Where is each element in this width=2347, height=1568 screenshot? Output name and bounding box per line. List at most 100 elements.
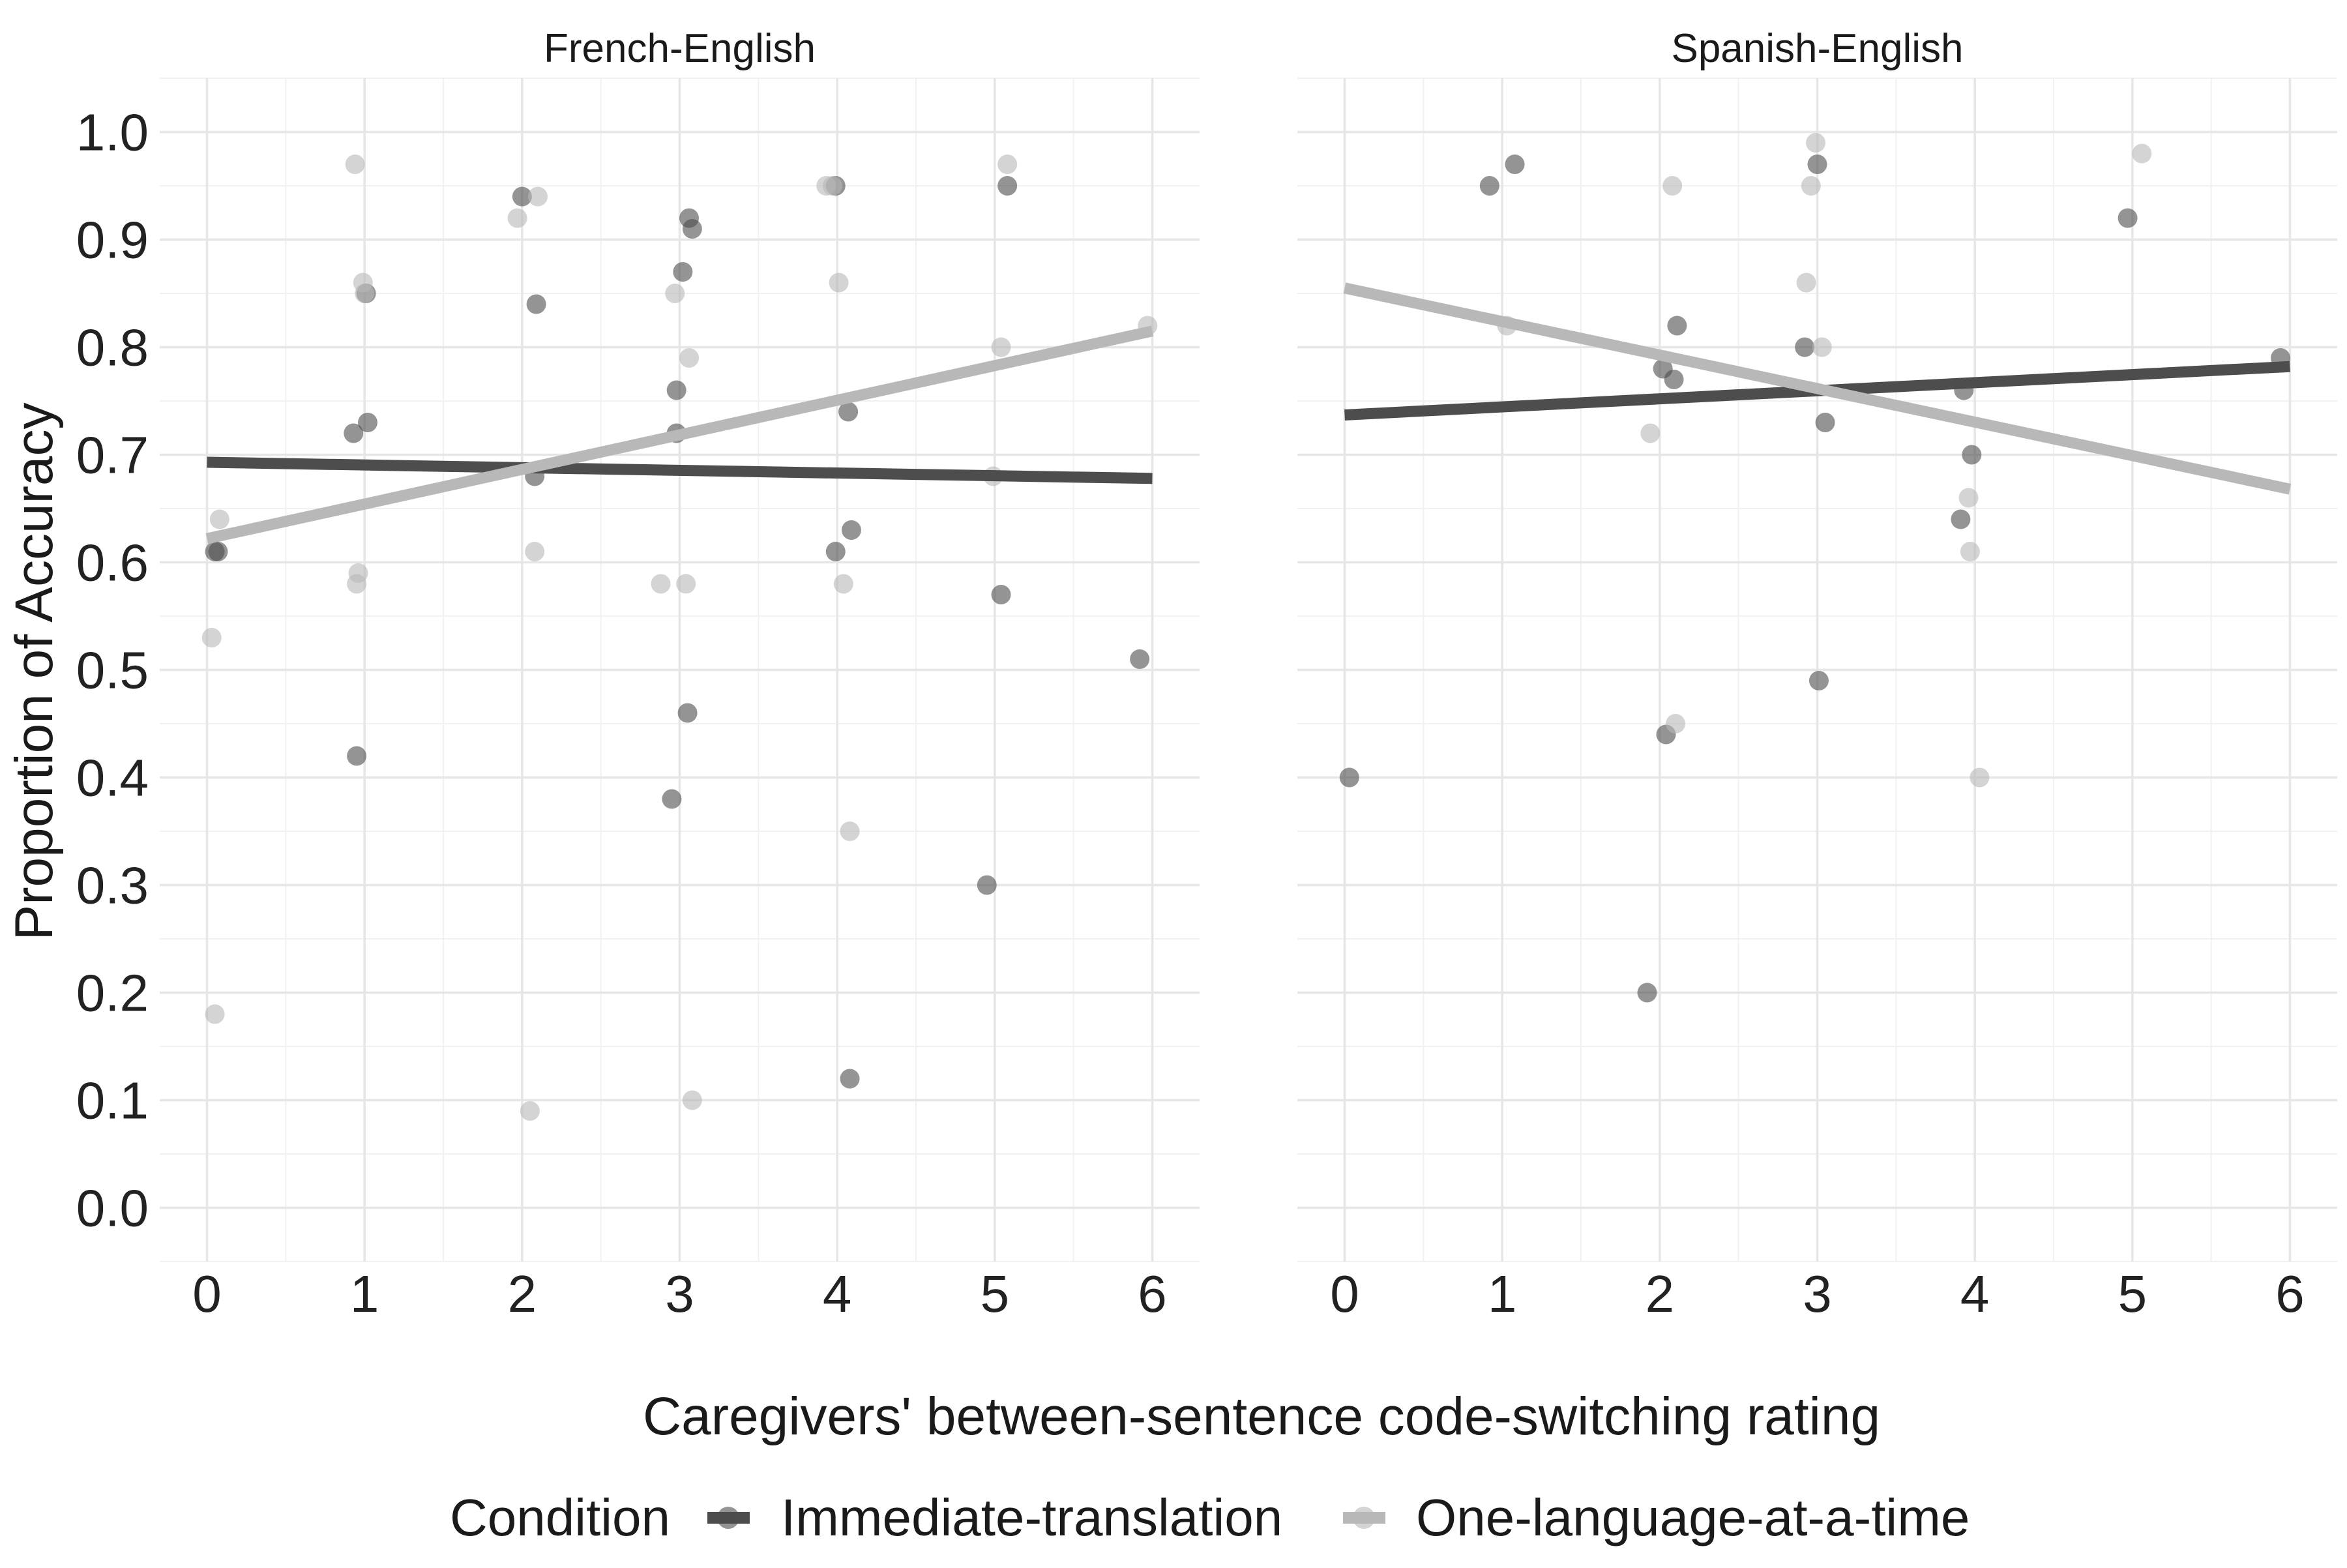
data-point [209,509,229,529]
data-point [676,574,696,594]
points-immediate-translation-french-english [205,176,1150,1089]
data-point [1806,133,1826,153]
data-point [525,542,545,561]
data-point [679,348,699,368]
data-point [345,155,365,174]
x-tick-label: 6 [2275,1265,2305,1323]
x-tick-label: 1 [350,1265,379,1323]
data-point [997,155,1018,174]
y-tick-label: 0.1 [76,1072,149,1130]
data-point [840,1069,860,1089]
data-point [1815,413,1835,432]
x-tick-label: 0 [1330,1265,1359,1323]
data-point [977,875,997,895]
data-point [526,294,546,314]
panel-title-french-english: French-English [544,26,816,71]
y-tick-label: 0.4 [76,749,149,807]
data-point [1479,176,1499,196]
legend-label-one-language-at-a-time: One-language-at-a-time [1416,1488,1970,1546]
x-tick-label: 2 [508,1265,537,1323]
x-tick-label: 6 [1138,1265,1167,1323]
x-axis-title: Caregivers' between-sentence code-switch… [643,1387,1880,1446]
x-tick-label: 3 [665,1265,694,1323]
legend-item-one-language-at-a-time: One-language-at-a-time [1343,1488,1970,1546]
y-tick-label: 0.5 [76,642,149,700]
panel-french-english: French-English 0 1 2 3 4 5 6 0.0 0.1 0.2 0.3 0.4 0.5 0… [76,26,1200,1323]
data-point [991,337,1011,357]
y-tick-label: 1.0 [76,104,149,162]
data-point [205,1004,225,1024]
data-point [840,821,860,841]
trend-line-one-language-at-a-time-french-english [205,325,1154,544]
data-point [838,402,859,422]
data-point [1637,983,1657,1003]
points-immediate-translation-spanish-english [1339,155,2290,1003]
data-point [1807,155,1827,174]
data-point [344,423,364,443]
x-tick-label: 2 [1646,1265,1675,1323]
panels-layer: French-English 0 1 2 3 4 5 6 0.0 0.1 0.2 0.3 0.4 0.5 0… [76,26,2337,1323]
x-tick-label: 3 [1803,1265,1832,1323]
data-point [205,542,225,561]
data-point [1505,155,1525,174]
data-point [358,413,377,432]
data-point [1960,542,1980,561]
panel-title-spanish-english: Spanish-English [1671,26,1963,71]
data-point [1958,488,1979,508]
data-point [1130,649,1150,669]
panel-spanish-english: Spanish-English 0 1 2 3 4 5 6 [1297,26,2337,1323]
data-point [512,186,532,207]
legend-key-point-one-language-at-a-time [1353,1507,1375,1529]
data-point [347,746,367,766]
data-point [1951,509,1971,529]
data-point [2118,208,2138,228]
data-point [673,262,693,282]
y-tick-label: 0.7 [76,426,149,484]
y-tick-label: 0.2 [76,964,149,1022]
x-tick-label: 4 [823,1265,852,1323]
data-point [1808,671,1829,690]
data-point [355,284,375,303]
legend-item-immediate-translation: Immediate-translation [707,1488,1282,1546]
data-point [1667,316,1687,336]
x-tick-label: 4 [1960,1265,1990,1323]
legend-key-point-immediate-translation [717,1507,739,1529]
data-point [829,273,849,293]
legend-title: Condition [450,1488,670,1546]
data-point [1664,370,1684,389]
data-point [682,1090,702,1110]
y-tick-label: 0.0 [76,1179,149,1237]
data-point [833,574,853,594]
data-point [991,585,1011,604]
x-tick-label: 1 [1488,1265,1517,1323]
data-point [651,574,671,594]
data-point [1640,423,1661,443]
data-point [528,186,548,207]
data-point [665,284,685,303]
y-tick-label: 0.8 [76,319,149,377]
data-point [520,1101,540,1121]
data-point [822,176,842,196]
data-point [1666,714,1685,733]
data-point [677,703,698,723]
data-point [841,520,861,540]
legend: Condition Immediate-translation One-lang… [450,1488,1970,1546]
legend-label-immediate-translation: Immediate-translation [781,1488,1282,1546]
data-point [1796,273,1816,293]
data-point [507,208,527,228]
data-point [2132,143,2152,164]
data-point [348,563,368,583]
trend-line-one-language-at-a-time-spanish-english [1343,282,2292,495]
data-point [1795,337,1815,357]
x-tick-label: 0 [192,1265,222,1323]
points-one-language-at-a-time-french-english [201,155,1158,1121]
y-tick-label: 0.6 [76,534,149,592]
data-point [1970,767,1990,788]
y-tick-label: 0.9 [76,211,149,269]
data-point [825,542,846,561]
y-axis-title: Proportion of Accuracy [5,403,64,941]
data-point [1812,337,1832,357]
y-tick-label: 0.3 [76,857,149,915]
